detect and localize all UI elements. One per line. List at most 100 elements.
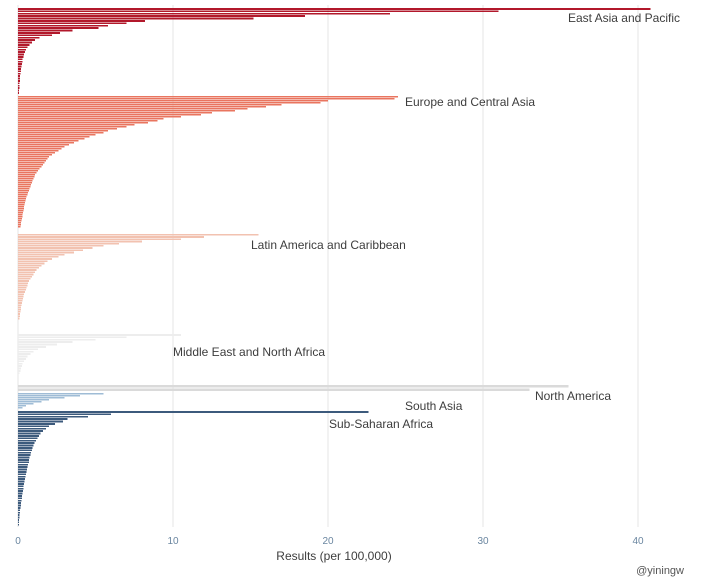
bar: [18, 430, 43, 432]
x-tick-label: 10: [167, 536, 179, 547]
bar: [18, 17, 254, 20]
bar: [18, 87, 20, 89]
bar: [18, 341, 73, 343]
bar: [18, 492, 23, 495]
x-tick-label: 30: [477, 536, 489, 547]
region-label: Sub-Saharan Africa: [329, 417, 433, 431]
bar: [18, 154, 53, 156]
bar: [18, 365, 22, 367]
bar: [18, 427, 46, 430]
bar: [18, 260, 48, 263]
bar: [18, 188, 30, 190]
bar: [18, 220, 22, 222]
bar: [18, 483, 25, 485]
bar: [18, 27, 99, 29]
bar: [18, 348, 39, 351]
credit-label: @yiningw: [636, 565, 684, 577]
bar: [18, 148, 62, 150]
bar: [18, 487, 24, 490]
bar: [18, 497, 22, 500]
bar: [18, 432, 41, 435]
bar: [18, 102, 321, 104]
bar: [18, 60, 23, 63]
x-tick-label: 20: [322, 536, 334, 547]
bar: [18, 138, 85, 140]
bar: [18, 146, 65, 148]
bar: [18, 178, 34, 180]
bar: [18, 89, 20, 92]
bar: [18, 194, 28, 196]
bar: [18, 202, 25, 204]
bar: [18, 140, 79, 142]
x-axis-title: Results (per 100,000): [276, 549, 391, 563]
bar: [18, 162, 45, 164]
bar: [18, 437, 38, 440]
bar: [18, 256, 59, 258]
bar: [18, 20, 146, 22]
region-labels: East Asia and Pacific Europe and Central …: [173, 11, 680, 431]
bar: [18, 24, 108, 27]
bar: [18, 302, 22, 304]
bar: [18, 218, 22, 220]
bar: [18, 451, 32, 454]
region-label: South Asia: [405, 399, 463, 413]
bar: [18, 132, 104, 134]
bar: [18, 120, 158, 122]
bar: [18, 372, 20, 375]
bar: [18, 216, 23, 218]
bar: [18, 12, 390, 15]
bar: [18, 249, 84, 252]
bar: [18, 70, 21, 73]
bar: [18, 82, 20, 85]
bar: [18, 454, 31, 456]
bar: [18, 142, 74, 144]
bar: [18, 444, 34, 447]
bar: [18, 144, 70, 146]
bar: [18, 511, 20, 514]
bar: [18, 65, 22, 68]
bar: [18, 226, 21, 228]
region-label: Europe and Central Asia: [405, 95, 535, 109]
bar: [18, 478, 25, 480]
bar: [18, 297, 23, 300]
bar: [18, 360, 25, 363]
bar: [18, 251, 74, 254]
bar: [18, 106, 266, 108]
bar: [18, 284, 28, 287]
bar: [18, 313, 21, 315]
bar: [18, 461, 29, 464]
bar: [18, 136, 90, 138]
bar: [18, 29, 73, 32]
bar: [18, 449, 32, 452]
bar: [18, 156, 49, 158]
bar: [18, 200, 26, 202]
bar: [18, 150, 59, 152]
bar: [18, 519, 20, 521]
bar: [18, 68, 22, 70]
bar: [18, 399, 49, 401]
bar: [18, 44, 30, 46]
bar: [18, 405, 26, 407]
bar: [18, 442, 35, 444]
bar: [18, 160, 46, 162]
bar: [18, 176, 35, 178]
bar: [18, 463, 29, 466]
bar: [18, 58, 23, 61]
bar: [18, 286, 27, 289]
bar: [18, 415, 88, 418]
bar: [18, 164, 43, 166]
bar: [18, 353, 31, 355]
bar: [18, 51, 25, 53]
bar: [18, 509, 21, 512]
bar: [18, 122, 149, 124]
region-label: East Asia and Pacific: [568, 11, 680, 25]
bar: [18, 411, 369, 413]
bar: [18, 439, 36, 442]
bar: [18, 338, 96, 341]
bar: [18, 480, 25, 483]
bar: [18, 343, 57, 346]
bar: [18, 473, 27, 476]
bar: [18, 77, 21, 80]
bar: [18, 308, 21, 311]
